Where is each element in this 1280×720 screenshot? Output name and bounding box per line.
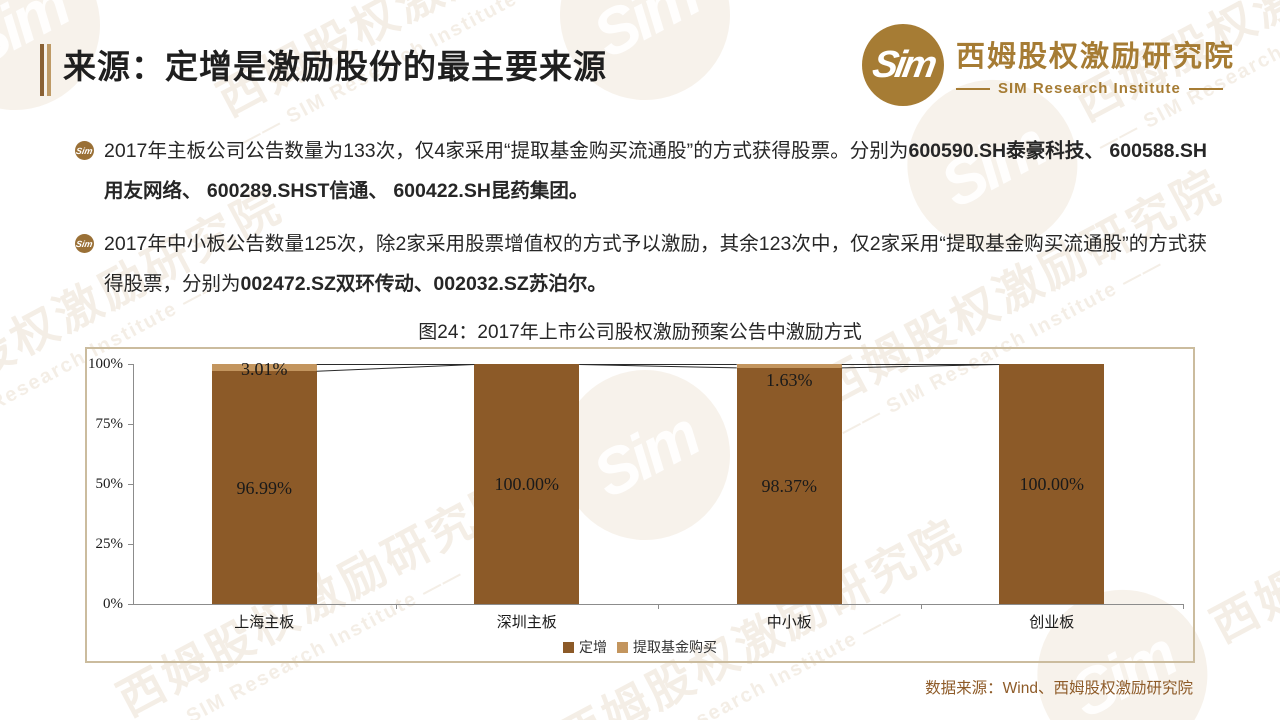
chart-legend: 定增 提取基金购买 xyxy=(87,637,1193,657)
bar-value-label: 1.63% xyxy=(766,369,813,390)
sim-logo-icon: Sim xyxy=(862,24,944,106)
bar-value-label: 100.00% xyxy=(494,474,560,494)
watermark-text-cn: 西姆股权激励研究院 xyxy=(1202,394,1280,653)
bullet-text-bold: 002472.SZ双环传动、002032.SZ苏泊尔。 xyxy=(240,273,607,295)
bar-value-label: 98.37% xyxy=(761,475,818,496)
bullet-text-normal: 2017年主板公司公告数量为133次，仅4家采用“提取基金购买流通股”的方式获得… xyxy=(104,140,909,162)
sim-bullet-icon: Sim xyxy=(75,141,94,160)
bar-segment-提取基金购买-中小板 xyxy=(736,364,842,368)
bar-value-label: 96.99% xyxy=(236,477,293,498)
logo-dash-right xyxy=(1188,87,1223,90)
y-tick-label: 25% xyxy=(95,536,124,552)
logo-name-en: SIM Research Institute xyxy=(956,80,1235,97)
bar-segment-定增-深圳主板 xyxy=(474,364,580,604)
y-tick-label: 75% xyxy=(95,416,124,432)
y-tick xyxy=(128,604,133,605)
sim-bullet-icon: Sim xyxy=(75,234,94,253)
legend-swatch-icon xyxy=(563,641,574,653)
y-tick-label: 50% xyxy=(95,476,124,492)
logo-name-cn: 西姆股权激励研究院 xyxy=(956,41,1236,73)
bar-segment-提取基金购买-上海主板 xyxy=(211,364,317,372)
figure-24-chart: 0% 25% 50% 75% 100% 96.99% 3.01% 上海主板 100.00% 深圳主… xyxy=(85,347,1195,663)
x-tick xyxy=(920,604,922,609)
y-tick xyxy=(128,364,133,365)
legend-item-定增: 定增 xyxy=(563,637,607,657)
y-tick xyxy=(128,424,133,425)
x-category-label: 中小板 xyxy=(766,615,812,631)
title-accent-bar-light xyxy=(47,44,51,96)
bar-value-label: 100.00% xyxy=(1019,474,1085,494)
x-category-label: 上海主板 xyxy=(234,615,295,631)
bar-value-label: 3.01% xyxy=(241,358,288,379)
chart-plot-area: 0% 25% 50% 75% 100% 96.99% 3.01% 上海主板 100.00% 深圳主… xyxy=(87,349,1193,661)
y-axis-line xyxy=(133,364,134,604)
legend-label: 提取基金购买 xyxy=(633,641,717,656)
bullet-main-board: Sim 2017年主板公司公告数量为133次，仅4家采用“提取基金购买流通股”的… xyxy=(75,131,1207,211)
legend-swatch-icon xyxy=(617,641,628,653)
logo-dash-left xyxy=(956,87,990,90)
bar-segment-定增-中小板 xyxy=(736,367,842,604)
legend-item-提取基金购买: 提取基金购买 xyxy=(617,637,717,657)
page-title: 来源：定增是激励股份的最主要来源 xyxy=(63,48,607,85)
chart-title: 图24：2017年上市公司股权激励预案公告中激励方式 xyxy=(418,322,862,343)
legend-label: 定增 xyxy=(579,641,607,656)
bar-segment-定增-创业板 xyxy=(999,364,1105,604)
y-tick xyxy=(128,484,133,485)
x-category-label: 创业板 xyxy=(1029,615,1075,631)
bar-segment-定增-上海主板 xyxy=(211,371,317,604)
y-tick-label: 100% xyxy=(88,356,123,372)
bullet-text-bold: 600590.SH泰豪科技、 600588.SH用友网络、 600289.SHS… xyxy=(104,140,1208,202)
bullet-sme-board: Sim 2017年中小板公告数量125次，除2家采用股票增值权的方式予以激励，其… xyxy=(75,224,1207,304)
bullet-text-normal: 2017年中小板公告数量125次，除2家采用股票增值权的方式予以激励，其余123… xyxy=(104,233,1207,295)
x-tick xyxy=(1183,604,1184,609)
bullet-list: Sim 2017年主板公司公告数量为133次，仅4家采用“提取基金购买流通股”的… xyxy=(75,131,1207,317)
x-tick xyxy=(658,604,659,609)
data-source-note: 数据来源：Wind、西姆股权激励研究院 xyxy=(925,680,1193,697)
x-category-label: 深圳主板 xyxy=(496,615,557,631)
title-accent-bar-dark xyxy=(40,44,44,96)
y-tick xyxy=(128,544,133,545)
x-tick xyxy=(395,604,397,609)
sim-research-institute-logo: Sim 西姆股权激励研究院 SIM Research Institute xyxy=(862,24,1235,106)
y-tick-label: 0% xyxy=(103,596,123,612)
series-lines xyxy=(316,364,1000,372)
